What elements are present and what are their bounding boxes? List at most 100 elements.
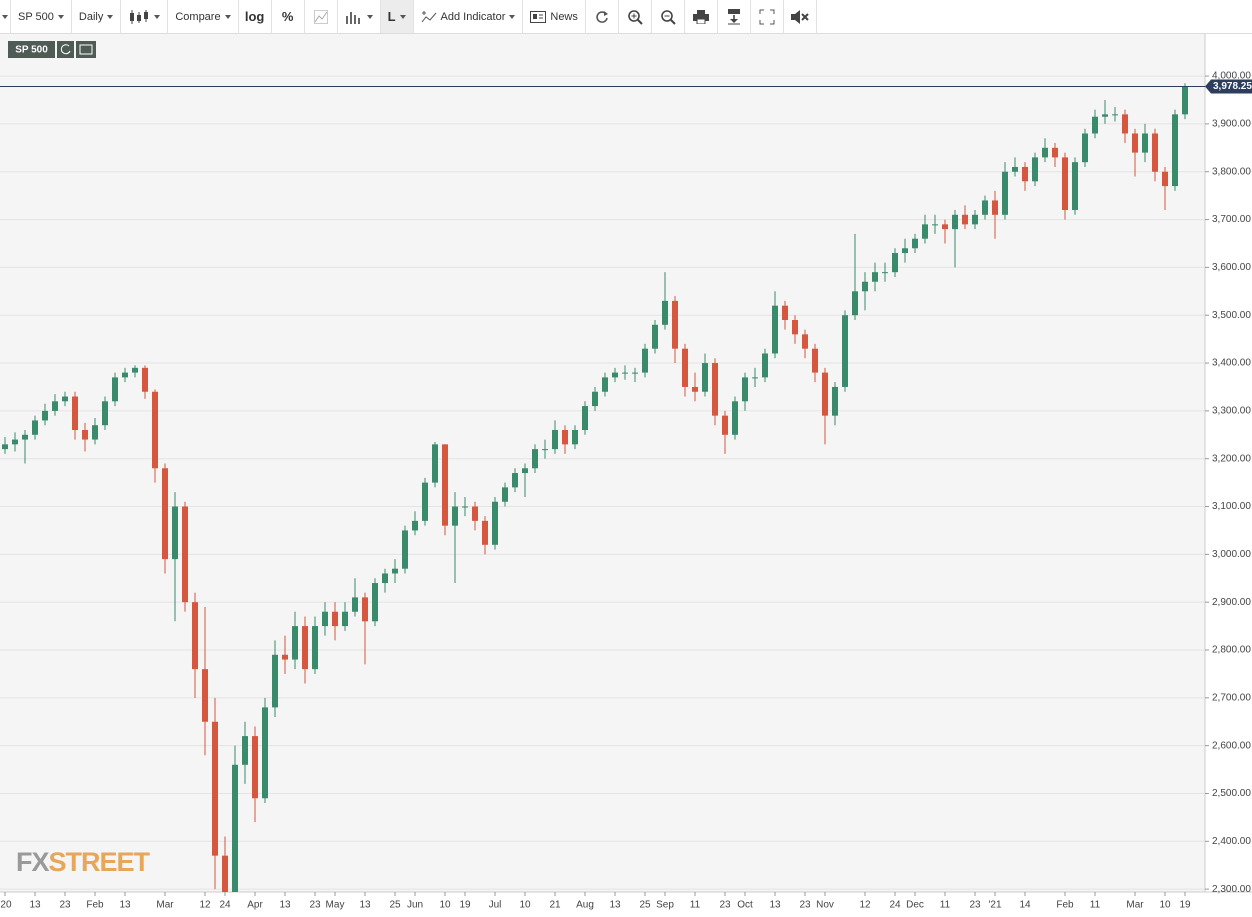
candle-body <box>392 568 398 574</box>
candle-body <box>1142 133 1148 153</box>
candle-body <box>342 611 348 627</box>
x-tick-label: Feb <box>86 900 104 911</box>
area-button[interactable] <box>305 0 338 33</box>
candle-body <box>1022 166 1028 182</box>
candle-body <box>502 487 508 502</box>
mute-button[interactable] <box>784 0 817 33</box>
x-tick-label: 10 <box>519 900 531 911</box>
candle-body <box>762 353 768 378</box>
download-button[interactable] <box>718 0 751 33</box>
x-tick-label: Apr <box>247 900 263 911</box>
x-tick-label: 24 <box>889 900 901 911</box>
candle-body <box>102 401 108 426</box>
candle-body <box>142 367 148 392</box>
x-tick-label: 11 <box>690 900 701 911</box>
candle-body <box>872 272 878 282</box>
candle-body <box>412 520 418 531</box>
candle-body <box>432 444 438 483</box>
toolbar: SP 500 Daily Compare log % L Add Indicat… <box>0 0 1252 34</box>
candle-body <box>652 324 658 349</box>
indicator-select[interactable]: Add Indicator <box>414 0 524 33</box>
candle-body <box>1102 114 1108 117</box>
candle-body <box>952 214 958 230</box>
symbol-select[interactable]: SP 500 <box>11 0 72 33</box>
candle-body <box>852 291 858 316</box>
x-tick-label: May <box>326 900 345 911</box>
print-button[interactable] <box>685 0 718 33</box>
candle-body <box>1122 114 1128 134</box>
candle-body <box>162 468 168 560</box>
fullscreen-button[interactable] <box>751 0 784 33</box>
settings-button[interactable] <box>76 41 96 58</box>
y-tick-label: 2,600.00 <box>1212 740 1251 751</box>
x-tick-label: 23 <box>719 900 731 911</box>
candle-body <box>972 214 978 225</box>
interval-text: Daily <box>78 10 104 23</box>
candle-body <box>1012 166 1018 172</box>
x-tick-label: 13 <box>29 900 41 911</box>
interval-select[interactable]: Daily <box>72 0 122 33</box>
candle-body <box>212 721 218 856</box>
symbol-badge: SP 500 <box>8 41 96 58</box>
line-select[interactable]: L <box>380 0 414 33</box>
candle-body <box>1182 86 1188 115</box>
x-tick-label: 21 <box>549 900 561 911</box>
candle-body <box>32 420 38 435</box>
candle-body <box>632 372 638 374</box>
candle-body <box>152 391 158 469</box>
candle-body <box>372 583 378 622</box>
candle-body <box>692 386 698 392</box>
candle-body <box>932 224 938 226</box>
candle-body <box>942 224 948 230</box>
x-tick-label: 11 <box>1090 900 1101 911</box>
x-tick-label: 10 <box>439 900 451 911</box>
zoom-in-button[interactable] <box>619 0 652 33</box>
y-tick-label: 2,300.00 <box>1212 884 1251 895</box>
news-button[interactable]: News <box>523 0 586 33</box>
candle-body <box>12 439 18 445</box>
candle-body <box>422 482 428 521</box>
watermark-prefix: FX <box>16 847 49 877</box>
news-text: News <box>550 10 578 23</box>
watermark: FXSTREET <box>16 847 151 877</box>
compare-select[interactable]: Compare <box>168 0 239 33</box>
chart: SP 500 FXSTREET 2,300.00 2,400.00 2,500.00… <box>0 34 1252 911</box>
candle-body <box>1092 116 1098 134</box>
candle-body <box>482 520 488 545</box>
menu-caret[interactable] <box>0 0 11 33</box>
candle-body <box>192 602 198 670</box>
candle-body <box>352 597 358 612</box>
x-tick-label: 23 <box>799 900 811 911</box>
news-icon <box>530 10 547 23</box>
chart-type-select[interactable] <box>121 0 169 33</box>
zoom-out-button[interactable] <box>652 0 685 33</box>
candle-body <box>802 334 808 349</box>
x-tick-label: '20 <box>0 900 12 911</box>
candle-body <box>572 430 578 445</box>
candle-body <box>332 611 338 627</box>
symbol-text: SP 500 <box>18 10 54 23</box>
y-tick-label: 3,900.00 <box>1212 119 1251 130</box>
x-tick-label: Nov <box>816 900 834 911</box>
x-tick-label: 12 <box>199 900 211 911</box>
candle-body <box>272 654 278 708</box>
candle-body <box>712 363 718 416</box>
refresh-button[interactable] <box>586 0 619 33</box>
x-tick-label: 25 <box>389 900 401 911</box>
candle-body <box>962 214 968 225</box>
candle-body <box>592 391 598 407</box>
candle-body <box>862 281 868 292</box>
log-button[interactable]: log <box>239 0 272 33</box>
percent-text: % <box>281 9 294 24</box>
x-tick-label: 14 <box>1019 900 1031 911</box>
candle-body <box>992 200 998 215</box>
reset-button[interactable] <box>57 41 74 58</box>
grid <box>0 75 1205 890</box>
candle-body <box>1132 133 1138 153</box>
candle-icon <box>130 9 149 24</box>
percent-button[interactable]: % <box>272 0 305 33</box>
candle-body <box>122 372 128 378</box>
candle-body <box>302 626 308 670</box>
candle-body <box>1172 114 1178 187</box>
volume-select[interactable] <box>338 0 381 33</box>
